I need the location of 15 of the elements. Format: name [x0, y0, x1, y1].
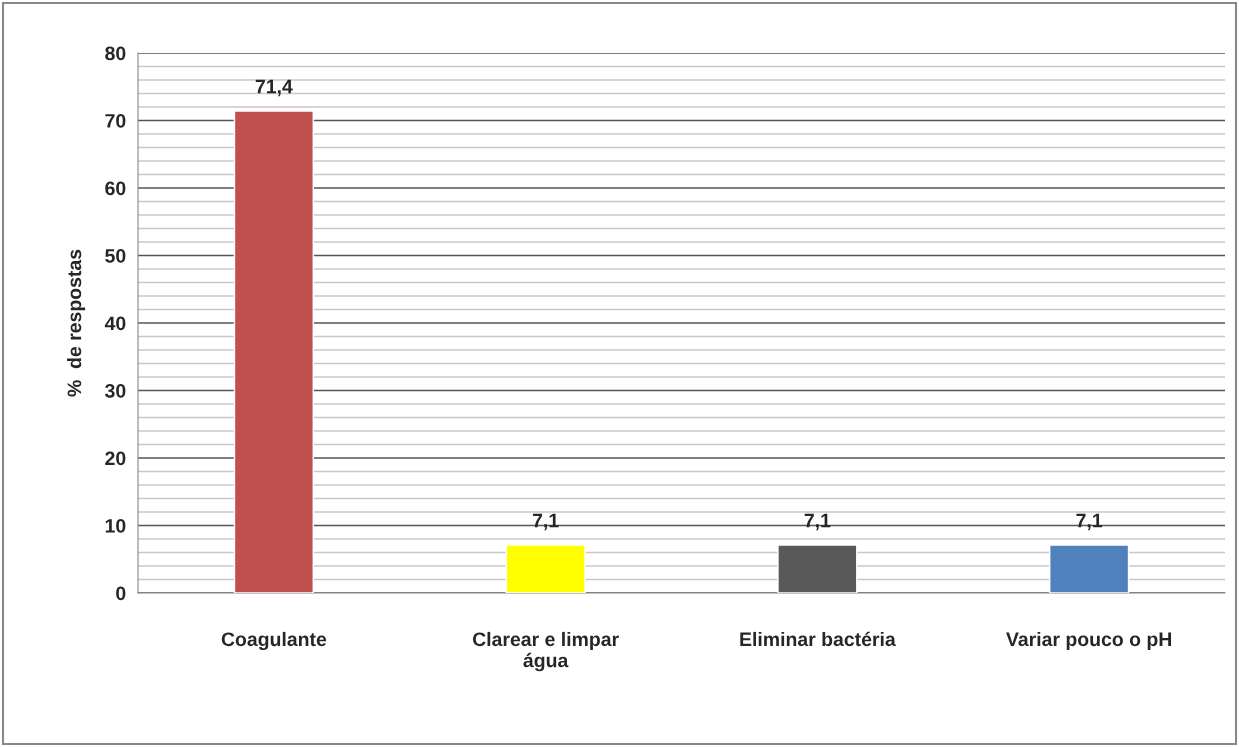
y-tick-label: 80: [105, 46, 126, 61]
y-tick-label: 40: [104, 316, 126, 331]
y-tick-label: 20: [105, 451, 126, 466]
y-axis-title: % de respostas: [67, 249, 86, 397]
x-tick-label: Coagulante: [221, 631, 327, 651]
x-tick-label: Clarear e limpar água: [472, 631, 619, 672]
y-tick-label: 60: [105, 181, 126, 196]
x-tick-label: Eliminar bactéria: [740, 631, 896, 647]
data-label: 71,4: [255, 79, 293, 97]
y-tick-label: 10: [105, 518, 126, 533]
y-tick-label: 0: [116, 586, 126, 601]
x-tick-label: Variar pouco o pH: [1006, 631, 1172, 651]
y-tick-label: 70: [105, 113, 126, 128]
y-tick-label: 50: [105, 248, 126, 263]
y-tick-label: 30: [105, 383, 126, 398]
